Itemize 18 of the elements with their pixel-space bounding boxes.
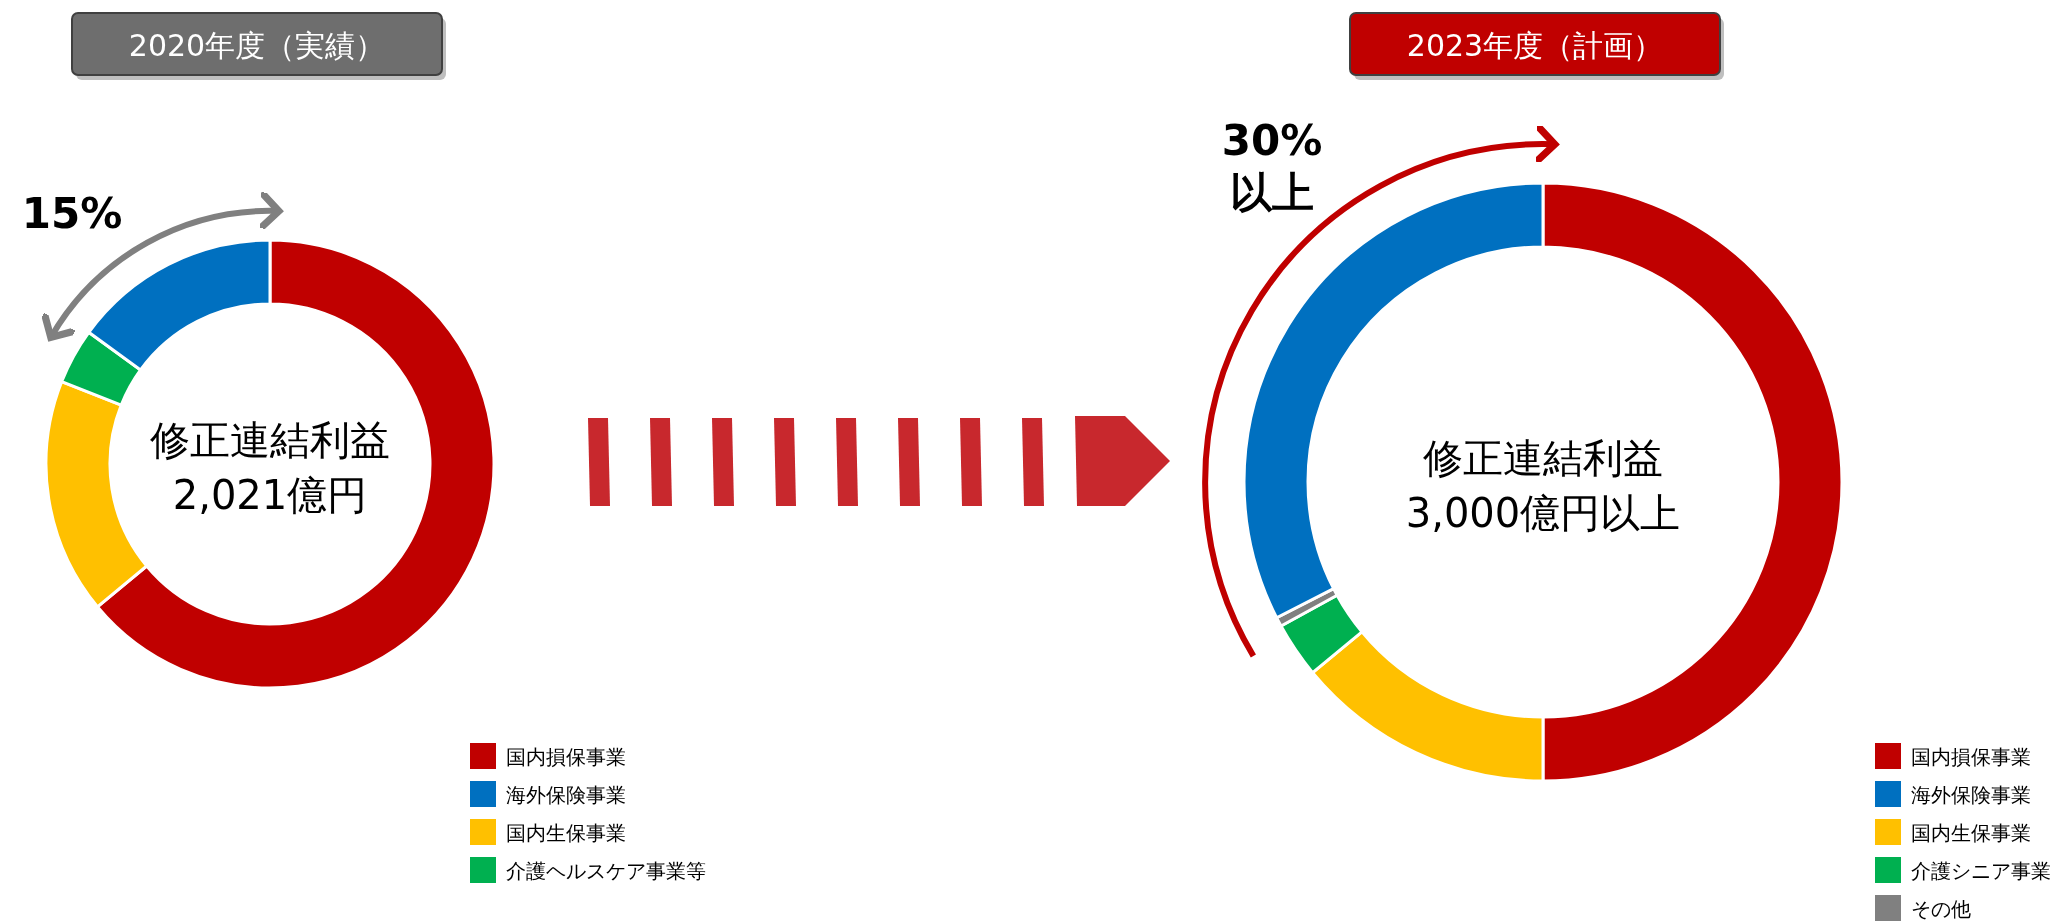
- text: 15%: [21, 189, 123, 238]
- legend-label: 国内損保事業: [506, 745, 626, 769]
- text: 3,000億円以上: [1405, 490, 1681, 536]
- legend-label: 国内生保事業: [506, 821, 626, 845]
- legend-label: その他: [1911, 897, 1971, 921]
- text: 2,021億円: [172, 472, 368, 518]
- legend-label: 海外保険事業: [506, 783, 626, 807]
- text: 修正連結利益: [1423, 435, 1663, 481]
- text: 修正連結利益: [150, 417, 390, 463]
- legend-label: 介護ヘルスケア事業等: [506, 859, 706, 883]
- text: 以上: [1230, 168, 1314, 217]
- legend-label: 国内損保事業: [1911, 745, 2031, 769]
- legend-label: 介護シニア事業: [1911, 859, 2051, 883]
- chart-title: 2023年度（計画）: [1406, 28, 1664, 63]
- legend-label: 海外保険事業: [1911, 783, 2031, 807]
- text: 30%: [1221, 116, 1323, 165]
- legend-label: 国内生保事業: [1911, 821, 2031, 845]
- chart-title: 2020年度（実績）: [128, 28, 386, 63]
